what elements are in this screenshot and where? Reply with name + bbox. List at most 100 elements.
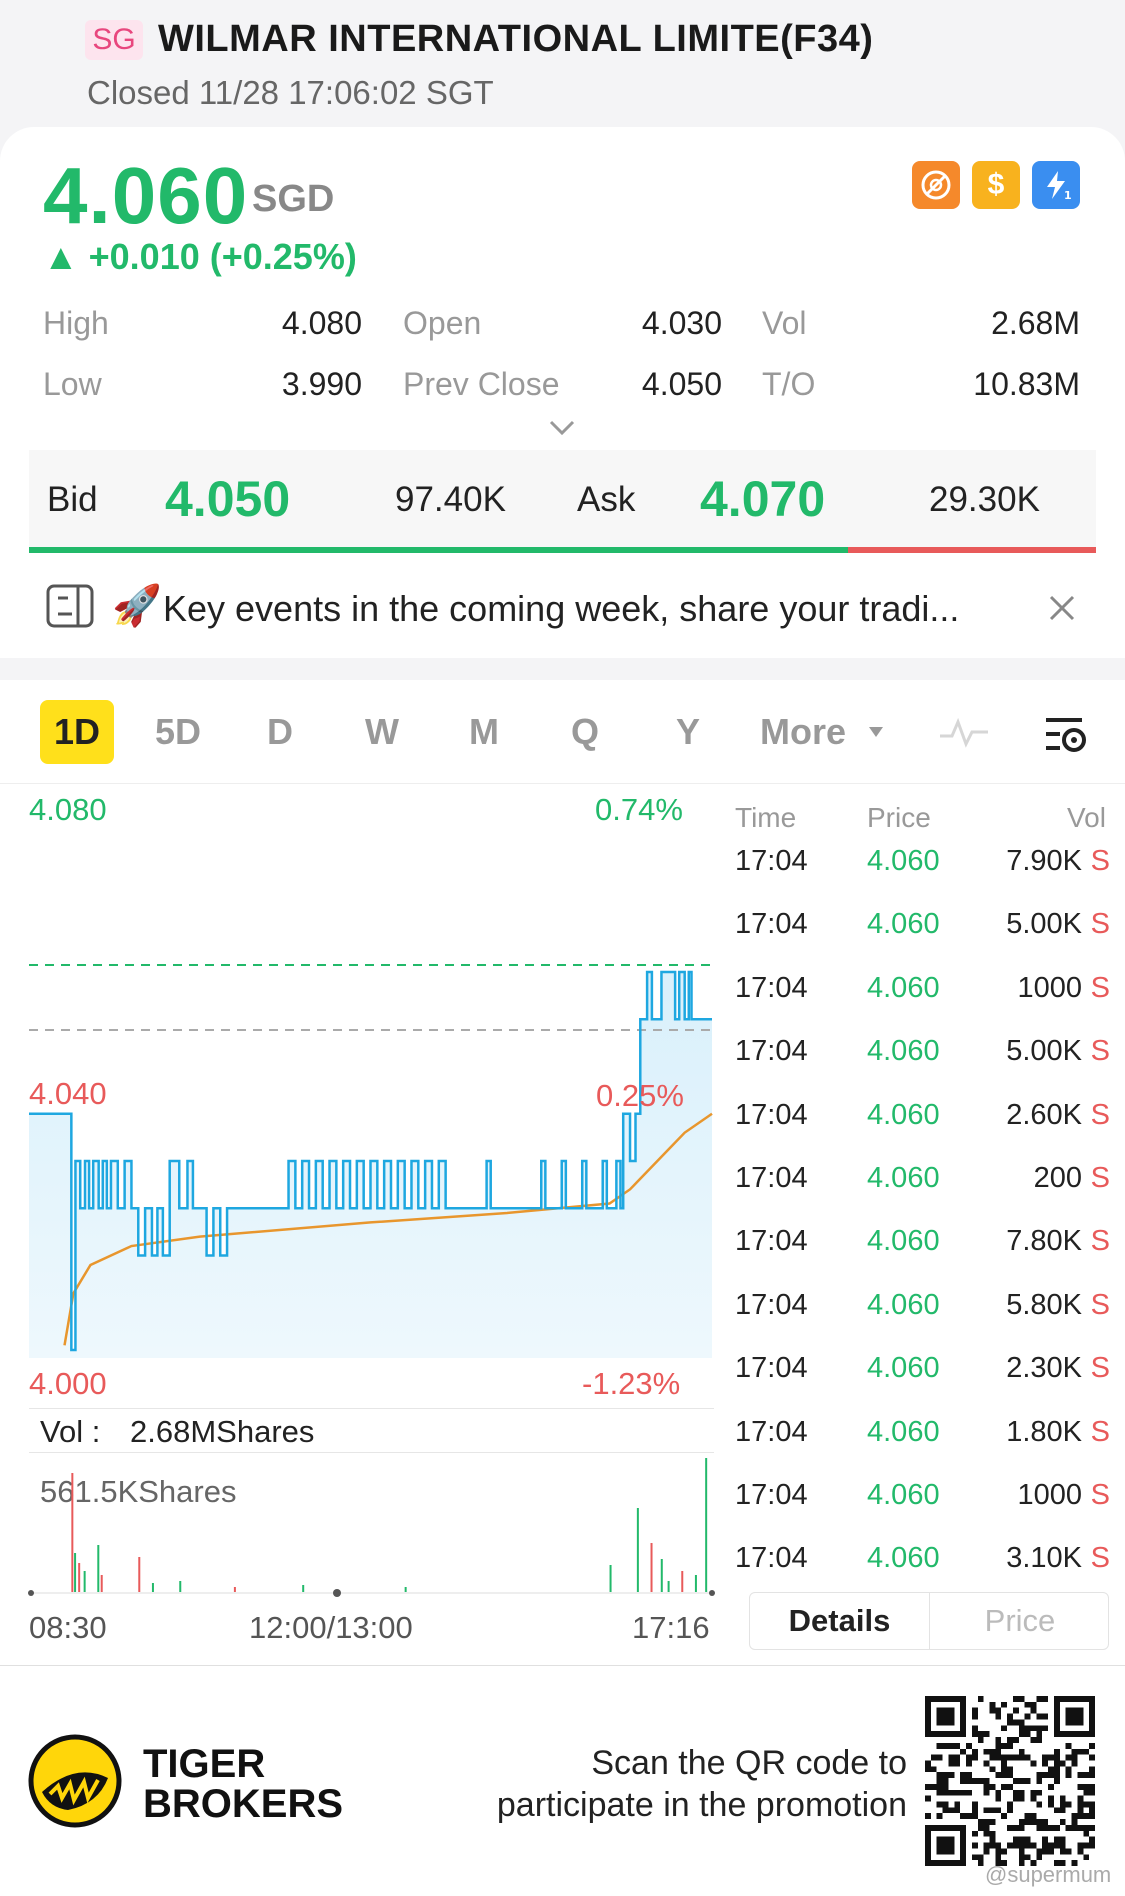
ticks-header-vol: Vol [1067,802,1106,833]
tick-volume: 1000 [1017,1479,1082,1511]
tick-time: 17:04 [735,1098,808,1131]
tick-price: 4.060 [867,845,940,877]
lightning-icon[interactable]: 1 [1032,161,1080,209]
tick-side: S [1090,1225,1110,1258]
banner-text[interactable]: Key events in the coming week, share you… [163,588,960,629]
tick-volume: 2.30K [1006,1352,1082,1385]
volume-bar [233,1587,236,1593]
tab-m[interactable]: M [469,711,499,752]
volume-bar [681,1571,684,1593]
tick-side: S [1090,1162,1110,1194]
indicator-wave-icon[interactable] [938,714,990,750]
tick-row: 17:04 4.060 2.60K S [735,1099,1110,1139]
tick-row: 17:04 4.060 1000 S [735,1479,1110,1519]
tick-volume: 1000 [1017,971,1082,1004]
tab-more[interactable]: More [760,711,847,752]
currency: SGD [252,178,335,220]
y-axis-high: 4.080 [29,792,107,827]
tick-time: 17:04 [735,845,808,877]
volume-bar [179,1581,182,1593]
volume-bar [83,1571,86,1593]
tab-price[interactable]: Price [984,1603,1056,1638]
tick-side: S [1090,1098,1110,1131]
tab-d[interactable]: D [267,711,293,752]
tab-1d[interactable]: 1D [40,700,114,764]
svg-text:1: 1 [1064,189,1072,202]
dollar-icon[interactable]: $ [972,161,1020,209]
chart-divider-2 [29,1452,714,1453]
tab-y[interactable]: Y [675,711,700,752]
stock-title: WILMAR INTERNATIONAL LIMITE(F34) [158,18,874,60]
qr-code[interactable] [925,1696,1095,1866]
tab-5d[interactable]: 5D [154,711,202,752]
promo-line-2: participate in the promotion [496,1786,907,1824]
tick-time: 17:04 [735,1479,808,1511]
volume-histogram[interactable] [0,1455,720,1600]
tick-time: 17:04 [735,1225,808,1258]
ticks-header-price: Price [867,802,931,833]
ticks-header-time: Time [735,802,797,833]
brand-line-1: TIGER [143,1742,266,1786]
events-banner[interactable]: 🚀 Key events in the coming week, share y… [0,568,1125,658]
volume-bar [636,1508,639,1593]
tick-time: 17:04 [735,1035,808,1068]
turnover-label: T/O [762,366,816,402]
tick-time: 17:04 [735,1415,808,1448]
more-dropdown-icon[interactable] [868,726,884,738]
pct-mid: 0.25% [596,1078,684,1113]
market-status: Closed 11/28 17:06:02 SGT [87,74,494,111]
tick-row: 17:04 4.060 1.80K S [735,1416,1110,1456]
market-badge: SG [85,20,143,60]
tick-time: 17:04 [735,1352,808,1385]
volume-bar [650,1543,653,1593]
turnover-value: 10.83M [973,366,1080,402]
tab-details[interactable]: Details [750,1593,930,1649]
bid-label: Bid [47,480,98,519]
pct-low: -1.23% [582,1366,681,1401]
time-end: 17:16 [632,1610,710,1645]
bid-ask-bar: Bid 4.050 97.40K Ask 4.070 29.30K [29,450,1096,550]
tab-q[interactable]: Q [570,711,599,752]
vol-axis-end-dot [709,1590,715,1596]
tick-volume: 7.90K [1006,845,1082,877]
low-value: 3.990 [281,366,362,402]
tick-side: S [1090,1415,1110,1448]
volume-bar [97,1545,100,1593]
prev-close-value: 4.050 [641,366,722,402]
tick-side: S [1090,971,1110,1004]
no-margin-icon[interactable] [912,161,960,209]
tick-volume: 7.80K [1006,1225,1082,1258]
chart-divider [29,1408,714,1409]
promo-line-1: Scan the QR code to [591,1744,907,1782]
open-label: Open [403,305,482,341]
expand-chevron-icon[interactable] [548,418,576,438]
feature-badges: $ 1 [912,161,1080,209]
rocket-icon: 🚀 [112,584,162,628]
intraday-price-chart[interactable] [0,780,720,1380]
tick-row: 17:04 4.060 5.80K S [735,1289,1110,1329]
volume-bar [78,1563,81,1593]
low-label: Low [43,366,102,402]
tick-row: 17:04 4.060 3.10K S [735,1542,1110,1582]
open-value: 4.030 [641,305,722,341]
tick-row: 17:04 4.060 1000 S [735,972,1110,1012]
tick-side: S [1090,1035,1110,1068]
vol-axis-mid-dot [333,1589,341,1597]
tick-price: 4.060 [867,1162,940,1194]
chart-settings-icon[interactable] [1042,712,1090,756]
vol-label: Vol [762,305,807,341]
tick-time: 17:04 [735,1162,808,1194]
tiger-logo [28,1734,122,1828]
close-icon[interactable] [1048,594,1076,622]
volume-label: Vol : [40,1414,101,1449]
tab-w[interactable]: W [365,711,399,752]
tick-time: 17:04 [735,908,808,941]
time-mid: 12:00/13:00 [249,1610,413,1645]
average-price-line [63,1112,713,1346]
volume-bar [302,1585,305,1593]
tick-side: S [1090,908,1110,941]
vol-axis-start-dot [28,1590,34,1596]
pct-high: 0.74% [595,792,683,827]
tick-price: 4.060 [867,1542,940,1575]
ask-label: Ask [577,480,636,519]
